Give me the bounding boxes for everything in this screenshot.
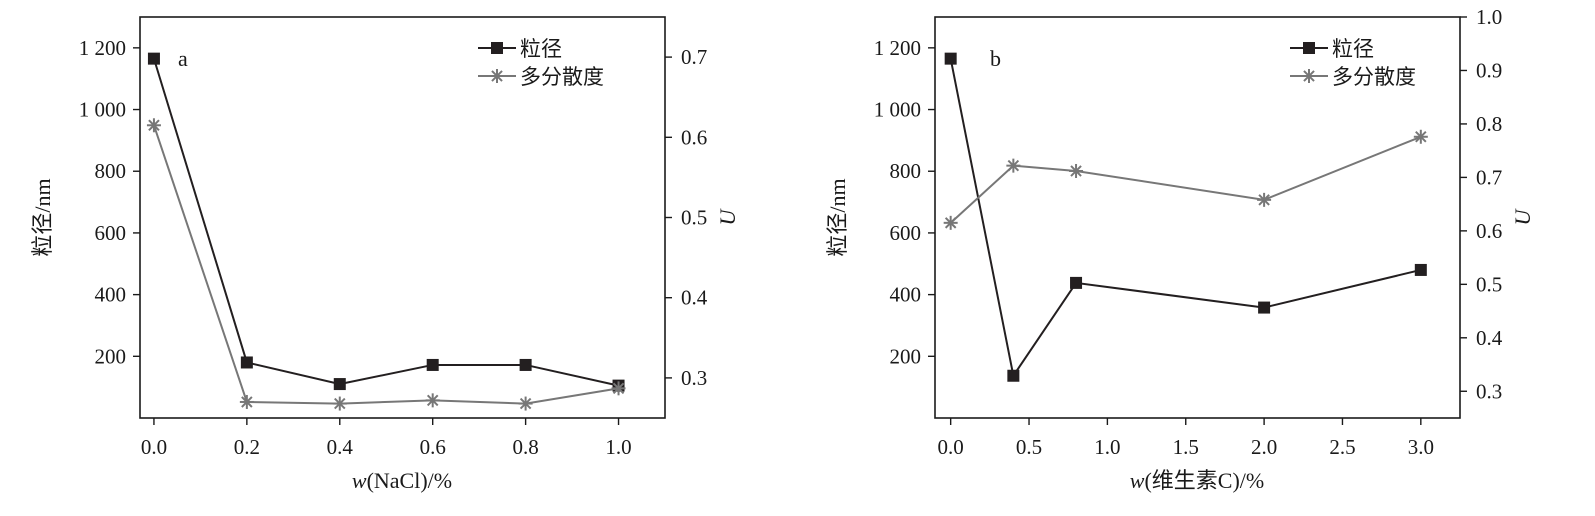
x-tick-label: 3.0 (1408, 435, 1434, 459)
legend-marker (491, 42, 503, 54)
y2-axis-label: U (715, 207, 740, 225)
panel-label: b (990, 46, 1001, 71)
y2-axis-label: U (1510, 207, 1535, 225)
chart-panel-a: 0.0 0.2 0.4 0.6 0.8 1.0 200 400 600 800 1 000 1 200… (30, 16, 740, 493)
x-tick-label: 1.0 (1094, 435, 1120, 459)
legend-marker (490, 69, 504, 83)
data-point (944, 52, 957, 65)
y2-tick-label: 0.3 (681, 366, 707, 390)
panel-label: a (178, 46, 188, 71)
y-tick-label: 1 200 (79, 36, 126, 60)
legend-marker (1303, 42, 1315, 54)
y2-tick-label: 0.6 (1476, 219, 1502, 243)
legend-entry: 粒径 (478, 37, 562, 61)
x-tick-label: 0.6 (420, 435, 446, 459)
x-tick-label: 1.5 (1173, 435, 1199, 459)
data-point (943, 215, 958, 230)
data-point (1069, 163, 1084, 178)
x-axis-label: w(NaCl)/% (352, 468, 452, 493)
y2-tick-label: 1.0 (1476, 5, 1502, 29)
data-point (1007, 369, 1020, 382)
data-point (518, 396, 533, 411)
y-tick-label: 200 (95, 344, 127, 368)
data-point (611, 381, 626, 396)
y-tick-label: 600 (890, 221, 922, 245)
legend-entry: 粒径 (1290, 37, 1374, 61)
y2-tick-label: 0.4 (681, 286, 708, 310)
y-axis-label: 粒径/nm (825, 178, 850, 256)
x-axis-label: w(维生素C)/% (1130, 468, 1264, 493)
y2-tick-label: 0.4 (1476, 326, 1503, 350)
x-tick-label: 0.4 (327, 435, 354, 459)
y2-tick-label: 0.7 (1476, 165, 1502, 189)
legend-entry: 多分散度 (1290, 65, 1416, 89)
y-tick-label: 800 (890, 159, 922, 183)
legend-label: 多分散度 (520, 65, 604, 89)
x-tick-label: 2.0 (1251, 435, 1277, 459)
x-tick-label: 2.5 (1329, 435, 1355, 459)
y2-tick-label: 0.8 (1476, 112, 1502, 136)
data-point (147, 52, 160, 65)
y-tick-label: 1 200 (874, 36, 921, 60)
data-point (1414, 263, 1427, 276)
series-particle-size (944, 52, 1427, 382)
x-tick-label: 0.0 (141, 435, 167, 459)
plot-frame (934, 16, 1461, 419)
data-point (333, 378, 346, 391)
chart-panel-b: 0.0 0.5 1.0 1.5 2.0 2.5 3.0 200 400 600 800 1 000 1 … (825, 5, 1535, 493)
series-polydispersity (146, 118, 626, 411)
y-tick-label: 600 (95, 221, 127, 245)
series-line (949, 135, 1422, 224)
data-point (332, 396, 347, 411)
legend-marker (1302, 69, 1316, 83)
y-tick-label: 1 000 (874, 98, 921, 122)
y2-tick-label: 0.7 (681, 45, 707, 69)
data-point (1006, 158, 1021, 173)
y-axis-label: 粒径/nm (30, 178, 55, 256)
data-point (1258, 301, 1271, 314)
data-point (1257, 192, 1272, 207)
series-line (152, 58, 619, 387)
data-point (1070, 276, 1083, 289)
data-point (519, 358, 532, 371)
y2-tick-label: 0.5 (681, 206, 707, 230)
y-tick-label: 1 000 (79, 98, 126, 122)
data-point (240, 356, 253, 369)
y2-tick-label: 0.3 (1476, 379, 1502, 403)
legend-label: 多分散度 (1332, 65, 1416, 89)
data-point (146, 118, 161, 133)
y-tick-label: 400 (890, 283, 922, 307)
data-point (425, 393, 440, 408)
x-tick-label: 0.5 (1016, 435, 1042, 459)
series-particle-size (147, 52, 625, 392)
series-line (152, 124, 619, 405)
y2-tick-label: 0.5 (1476, 272, 1502, 296)
y-tick-label: 800 (95, 159, 127, 183)
x-tick-label: 0.2 (234, 435, 260, 459)
y-tick-label: 200 (890, 344, 922, 368)
data-point (1413, 129, 1428, 144)
legend-label: 粒径 (520, 37, 562, 61)
legend-label: 粒径 (1332, 37, 1374, 61)
y2-tick-label: 0.6 (681, 125, 707, 149)
y-tick-label: 400 (95, 283, 127, 307)
series-line (949, 58, 1422, 379)
legend-entry: 多分散度 (478, 65, 604, 89)
data-point (426, 358, 439, 371)
x-tick-label: 0.0 (938, 435, 964, 459)
x-tick-label: 1.0 (605, 435, 631, 459)
data-point (239, 394, 254, 409)
y2-tick-label: 0.9 (1476, 58, 1502, 82)
series-polydispersity (943, 129, 1428, 230)
x-tick-label: 0.8 (512, 435, 538, 459)
